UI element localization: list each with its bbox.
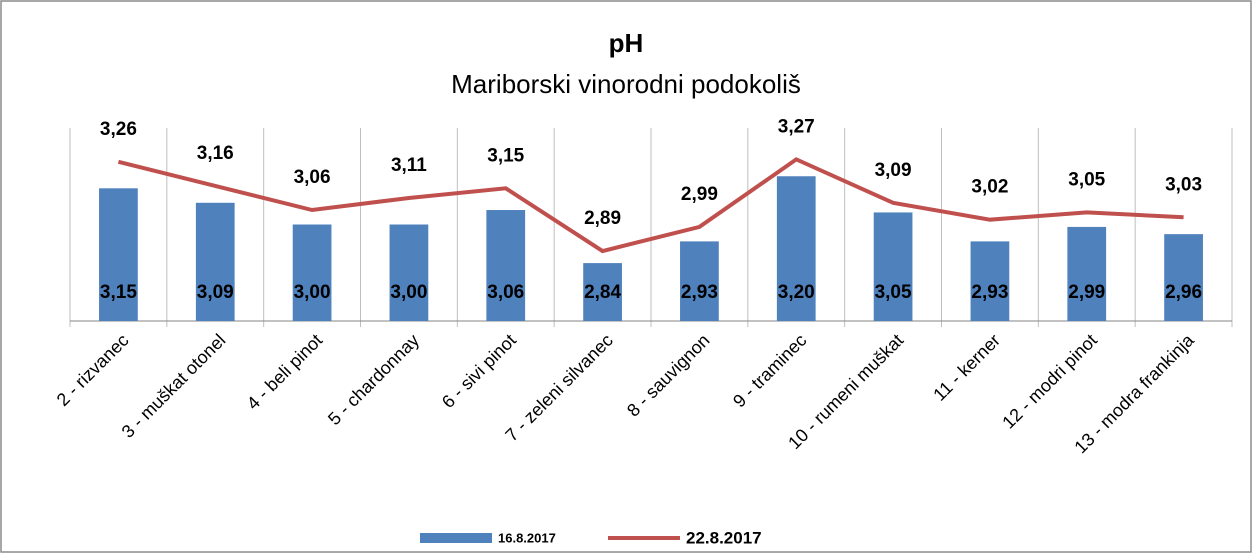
- bar: [99, 188, 138, 321]
- bar: [680, 241, 719, 321]
- bar: [970, 241, 1010, 321]
- line-value-label: 3,27: [778, 116, 815, 137]
- bar-value-label: 3,06: [487, 282, 524, 303]
- bar: [1164, 234, 1203, 321]
- bar: [292, 224, 332, 321]
- bar-value-label: 3,09: [197, 282, 234, 303]
- bar: [776, 176, 816, 321]
- bar: [486, 210, 526, 321]
- line-value-label: 3,15: [487, 145, 524, 166]
- legend-swatch: [420, 533, 492, 543]
- line-value-label: 3,11: [391, 155, 427, 176]
- bar-value-label: 3,05: [875, 282, 912, 303]
- line-value-label: 3,05: [1068, 169, 1105, 190]
- line-value-label: 3,16: [197, 143, 234, 164]
- bar: [195, 202, 235, 321]
- bar-value-label: 2,96: [1165, 282, 1202, 303]
- chart-subtitle: Mariborski vinorodni podokoliš: [451, 69, 801, 99]
- line-value-label: 3,03: [1165, 174, 1202, 195]
- legend-label: 16.8.2017: [498, 530, 556, 545]
- line-value-label: 3,09: [875, 160, 912, 181]
- line: [117, 157, 1184, 254]
- bar: [873, 212, 913, 321]
- bar-value-label: 3,15: [100, 282, 137, 303]
- line-value-label: 2,89: [584, 208, 621, 229]
- bar: [583, 263, 622, 321]
- bar: [1067, 226, 1107, 321]
- line-value-label: 3,06: [294, 167, 331, 188]
- line-value-label: 3,02: [971, 177, 1008, 198]
- bar-value-label: 2,99: [1068, 282, 1105, 303]
- line-value-label: 2,99: [681, 184, 718, 205]
- legend-label: 22.8.2017: [686, 528, 762, 547]
- chart-title: pH: [609, 28, 644, 58]
- bar-value-label: 2,93: [681, 282, 718, 303]
- bar-value-label: 2,84: [584, 282, 621, 303]
- bar-value-label: 2,93: [971, 282, 1008, 303]
- bar-value-label: 3,00: [294, 282, 331, 303]
- line-value-label: 3,26: [100, 119, 137, 140]
- bar-value-label: 3,00: [390, 282, 427, 303]
- bar: [389, 224, 429, 321]
- bar-value-label: 3,20: [778, 282, 815, 303]
